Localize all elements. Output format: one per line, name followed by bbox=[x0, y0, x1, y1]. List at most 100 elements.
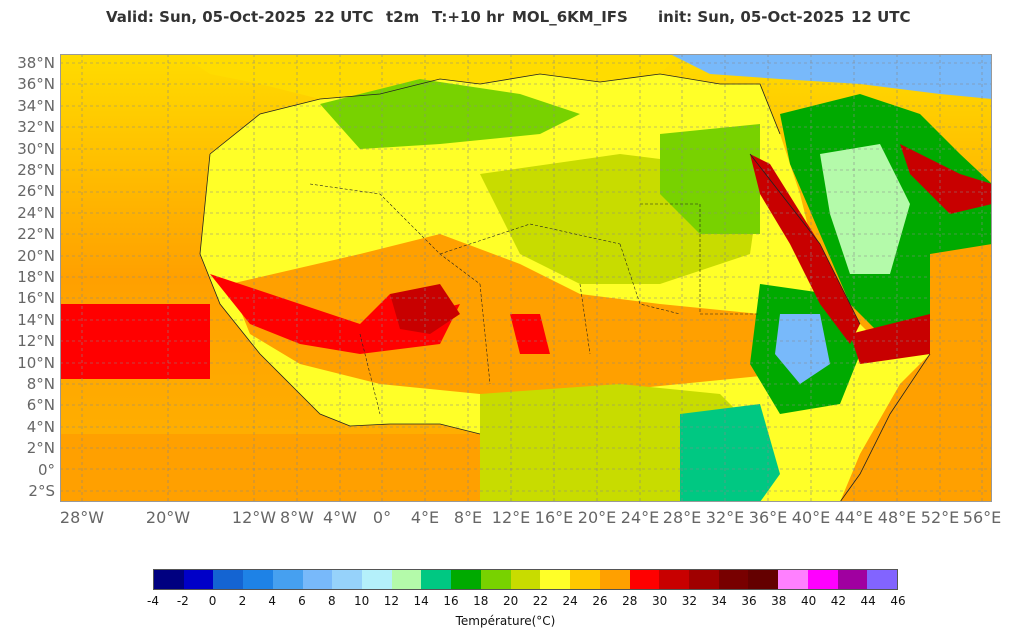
ethiopia-cold bbox=[775, 314, 830, 384]
colorbar-swatch bbox=[659, 570, 689, 589]
longitude-label: 12°E bbox=[491, 508, 531, 527]
latitude-label: 8°N bbox=[26, 375, 55, 393]
colorbar-swatch bbox=[748, 570, 779, 589]
colorbar-swatch bbox=[391, 570, 422, 589]
longitude-label: 28°E bbox=[662, 508, 702, 527]
colorbar-swatch bbox=[540, 570, 571, 589]
colorbar-tick-label: 18 bbox=[473, 594, 489, 608]
colorbar-tick-label: 6 bbox=[298, 594, 306, 608]
colorbar-tick-label: 36 bbox=[741, 594, 757, 608]
colorbar-tick-label: 38 bbox=[771, 594, 787, 608]
colorbar-tick-label: 20 bbox=[502, 594, 519, 608]
map-title: Valid: Sun, 05-Oct-2025 22 UTC t2m T:+10… bbox=[0, 8, 1011, 30]
longitude-label: 32°E bbox=[705, 508, 745, 527]
longitude-label: 8°E bbox=[453, 508, 483, 527]
colorbar-tick-label: 26 bbox=[592, 594, 608, 608]
colorbar-tick-label: 8 bbox=[327, 594, 336, 608]
latitude-label: 28°N bbox=[17, 161, 55, 179]
turkey-cold bbox=[670, 54, 992, 99]
latitude-label: 26°N bbox=[17, 182, 55, 201]
southern-ocean bbox=[60, 434, 480, 502]
longitude-label: 8°W bbox=[280, 508, 314, 527]
colorbar-tick-label: 46 bbox=[890, 594, 906, 608]
map-frame bbox=[60, 54, 992, 502]
longitude-label: 12°W bbox=[231, 508, 277, 527]
colorbar-swatch bbox=[718, 570, 749, 589]
longitude-label: 20°E bbox=[577, 508, 617, 527]
colorbar-swatch bbox=[421, 570, 452, 589]
init-time: 12 UTC bbox=[851, 8, 911, 26]
latitude-label: 2°S bbox=[28, 482, 55, 500]
variable-name: t2m bbox=[386, 8, 420, 26]
colorbar-tick-label: 10 bbox=[353, 594, 370, 608]
red-sea bbox=[750, 154, 860, 344]
latitude-label: 12°N bbox=[17, 332, 55, 351]
longitude-label: 40°E bbox=[791, 508, 831, 527]
model-name: MOL_6KM_IFS bbox=[512, 8, 628, 26]
latitude-label: 10°N bbox=[17, 353, 55, 372]
longitude-label: 0° bbox=[372, 508, 392, 527]
colorbar-swatch bbox=[867, 570, 897, 589]
latitude-label: 18°N bbox=[17, 268, 55, 286]
init-date: init: Sun, 05-Oct-2025 bbox=[658, 8, 845, 26]
longitude-label: 56°E bbox=[962, 508, 1002, 527]
colorbar-tick-label: 44 bbox=[860, 594, 876, 608]
longitude-label: 24°E bbox=[620, 508, 660, 527]
latitude-label: 14°N bbox=[17, 310, 55, 329]
longitude-label: 4°W bbox=[323, 508, 357, 527]
colorbar-tick-label: 22 bbox=[532, 594, 549, 608]
colorbar-tick-label: 30 bbox=[651, 594, 668, 608]
colorbar-tick-label: -2 bbox=[176, 594, 189, 608]
colorbar-swatch bbox=[837, 570, 868, 589]
longitude-label: 20°W bbox=[145, 508, 191, 527]
colorbar-swatch bbox=[332, 570, 363, 589]
colorbar-swatch bbox=[778, 570, 808, 589]
colorbar-swatch bbox=[243, 570, 273, 589]
latitude-label: 4°N bbox=[26, 417, 55, 436]
gulf-of-aden bbox=[850, 314, 930, 364]
colorbar-swatch bbox=[807, 570, 838, 589]
graticule bbox=[60, 54, 992, 502]
latitude-label: 32°N bbox=[17, 118, 55, 137]
longitude-label: 44°E bbox=[834, 508, 874, 527]
atlas-green bbox=[320, 79, 580, 149]
colorbar-tick-label: 4 bbox=[268, 594, 277, 608]
colorbar-swatch bbox=[362, 570, 392, 589]
colorbar-tick-label: 28 bbox=[622, 594, 638, 608]
longitude-label: 52°E bbox=[920, 508, 960, 527]
latitude-label: 20°N bbox=[17, 246, 55, 265]
colorbar-label: Température(°C) bbox=[455, 614, 556, 628]
colorbar-swatch bbox=[510, 570, 541, 589]
colorbar-tick-label: 42 bbox=[830, 594, 847, 608]
longitude-label: 4°E bbox=[410, 508, 440, 527]
colorbar bbox=[153, 569, 898, 590]
arabia-interior-cold bbox=[820, 144, 910, 274]
east-africa-green bbox=[680, 404, 780, 502]
latitude-label: 6°N bbox=[26, 396, 55, 415]
latitude-label: 30°N bbox=[17, 139, 55, 158]
sahel-red-east bbox=[510, 314, 550, 354]
colorbar-swatch bbox=[272, 570, 303, 589]
colorbar-tick-label: 14 bbox=[413, 594, 429, 608]
country-borders bbox=[309, 183, 760, 415]
latitude-label: 22°N bbox=[17, 225, 55, 244]
coastline bbox=[199, 73, 931, 502]
colorbar-swatch bbox=[599, 570, 630, 589]
temperature-map bbox=[60, 54, 992, 502]
colorbar-swatch bbox=[302, 570, 333, 589]
sahel-red-west bbox=[210, 274, 460, 354]
colorbar-tick-label: -4 bbox=[147, 594, 159, 608]
colorbar-swatch bbox=[213, 570, 244, 589]
atlantic-hot-band bbox=[60, 304, 210, 379]
longitude-label: 28°W bbox=[59, 508, 105, 527]
colorbar-swatch bbox=[629, 570, 660, 589]
colorbar-swatch bbox=[183, 570, 214, 589]
colorbar-swatch bbox=[154, 570, 184, 589]
latitude-label: 16°N bbox=[17, 289, 55, 308]
valid-time: 22 UTC bbox=[314, 8, 374, 26]
colorbar-tick-label: 32 bbox=[681, 594, 698, 608]
colorbar-tick-label: 24 bbox=[562, 594, 578, 608]
longitude-label: 36°E bbox=[748, 508, 788, 527]
colorbar-tick-label: 34 bbox=[711, 594, 727, 608]
latitude-label: 36°N bbox=[17, 75, 55, 94]
